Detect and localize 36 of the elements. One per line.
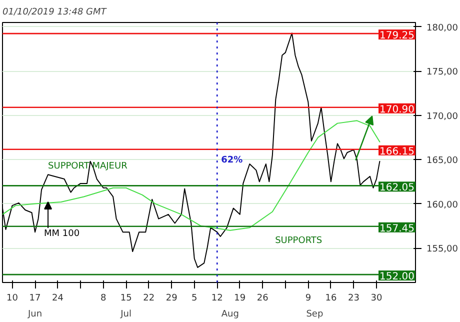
- x2-tick-label: Sep: [306, 310, 324, 320]
- x2-tick-label: Jul: [120, 310, 132, 320]
- x-tick-label: 16: [325, 294, 337, 304]
- x-tick-label: 8: [100, 294, 106, 304]
- x-tick-label: 26: [256, 294, 269, 304]
- y-tick-label: 170,00: [426, 112, 458, 122]
- y-tick-label: 155,00: [426, 244, 458, 255]
- y-tick-label: 175,00: [426, 68, 458, 78]
- x-tick-label: 24: [52, 294, 64, 304]
- ref-line-label: 62%: [221, 156, 243, 166]
- y-tick-label: 180,00: [426, 23, 458, 34]
- annotation: SUPPORTS: [275, 236, 322, 246]
- annotation: SUPPORT MAJEUR: [48, 162, 128, 172]
- text: 01/10/2019 13:48 GMT: [2, 8, 108, 18]
- x-tick-label: 22: [143, 294, 155, 304]
- ref-line-label: 179.25: [380, 30, 414, 42]
- ref-line-label: 166.15: [380, 146, 414, 158]
- ref-line-label: 170.90: [380, 104, 414, 116]
- x-tick-label: 30: [370, 294, 382, 304]
- y-tick-label: 165,00: [426, 156, 458, 166]
- x-tick-label: 9: [305, 294, 312, 304]
- x-tick-label: 12: [211, 294, 223, 304]
- ref-line-label: 152.00: [380, 272, 414, 283]
- ref-line-label: 157.45: [380, 223, 414, 234]
- x-tick-label: 23: [348, 294, 360, 304]
- annotation: MM 100: [44, 229, 80, 240]
- x-tick-label: 17: [29, 294, 41, 304]
- x-tick-label: 5: [192, 294, 198, 304]
- x-tick-label: 19: [234, 294, 246, 304]
- x-tick-label: 10: [6, 294, 18, 304]
- x2-tick-label: Aug: [221, 310, 239, 320]
- x2-tick-label: Jun: [26, 310, 42, 320]
- ref-line-label: 162.05: [380, 182, 414, 194]
- x-tick-label: 29: [166, 294, 178, 304]
- y-tick-label: 160,00: [426, 200, 458, 210]
- x-tick-label: 15: [120, 294, 132, 304]
